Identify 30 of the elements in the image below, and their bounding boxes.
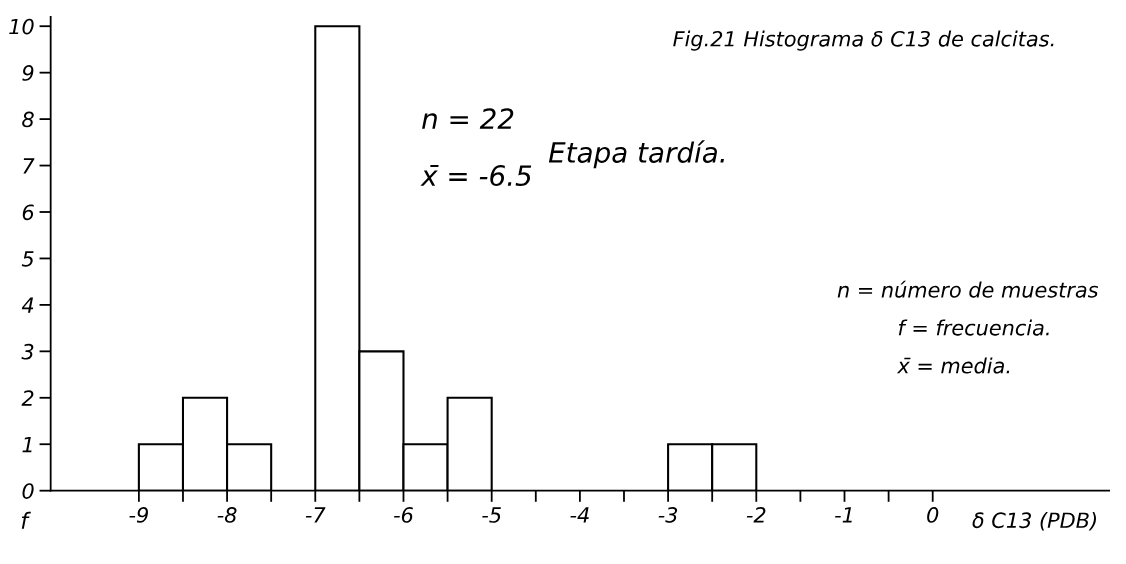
y-axis-title: f <box>21 511 31 529</box>
annotation: Etapa tardía. <box>548 140 724 169</box>
y-tick-label: 3 <box>21 343 34 360</box>
y-tick-label: 0 <box>22 483 34 499</box>
x-tick-label: 0 <box>927 507 939 523</box>
x-tick-label: -9 <box>129 507 148 523</box>
x-tick-label: -4 <box>570 507 589 523</box>
x-tick-label: -3 <box>658 507 678 523</box>
y-tick-label: 9 <box>22 65 34 81</box>
annotation: x̄ = -6.5 <box>420 164 532 187</box>
y-tick-label: 2 <box>21 390 34 406</box>
annotation: x̄ = media. <box>896 357 1010 374</box>
x-tick-label: -6 <box>394 507 413 523</box>
x-tick-label: -1 <box>835 507 852 523</box>
y-tick-label: 8 <box>22 111 34 128</box>
y-tick-label: 6 <box>22 204 34 221</box>
y-tick-label: 7 <box>23 158 35 174</box>
annotation: n = número de muestras <box>837 280 1099 298</box>
x-axis-title: δ C13 (PDB) <box>972 512 1096 531</box>
y-tick-label: 1 <box>22 436 32 453</box>
x-tick-label: -8 <box>217 507 237 523</box>
y-tick-label: 5 <box>21 251 34 267</box>
annotation: f = frecuencia. <box>898 319 1049 336</box>
x-tick-label: -2 <box>746 507 766 523</box>
annotation: n = 22 <box>422 108 514 129</box>
y-tick-label: 10 <box>9 18 34 35</box>
y-tick-label: 4 <box>21 297 34 313</box>
x-tick-label: -7 <box>305 507 326 523</box>
x-tick-label: -5 <box>482 507 501 523</box>
text: Fig.21 Histograma δ C13 de calcitas. <box>673 30 1054 51</box>
